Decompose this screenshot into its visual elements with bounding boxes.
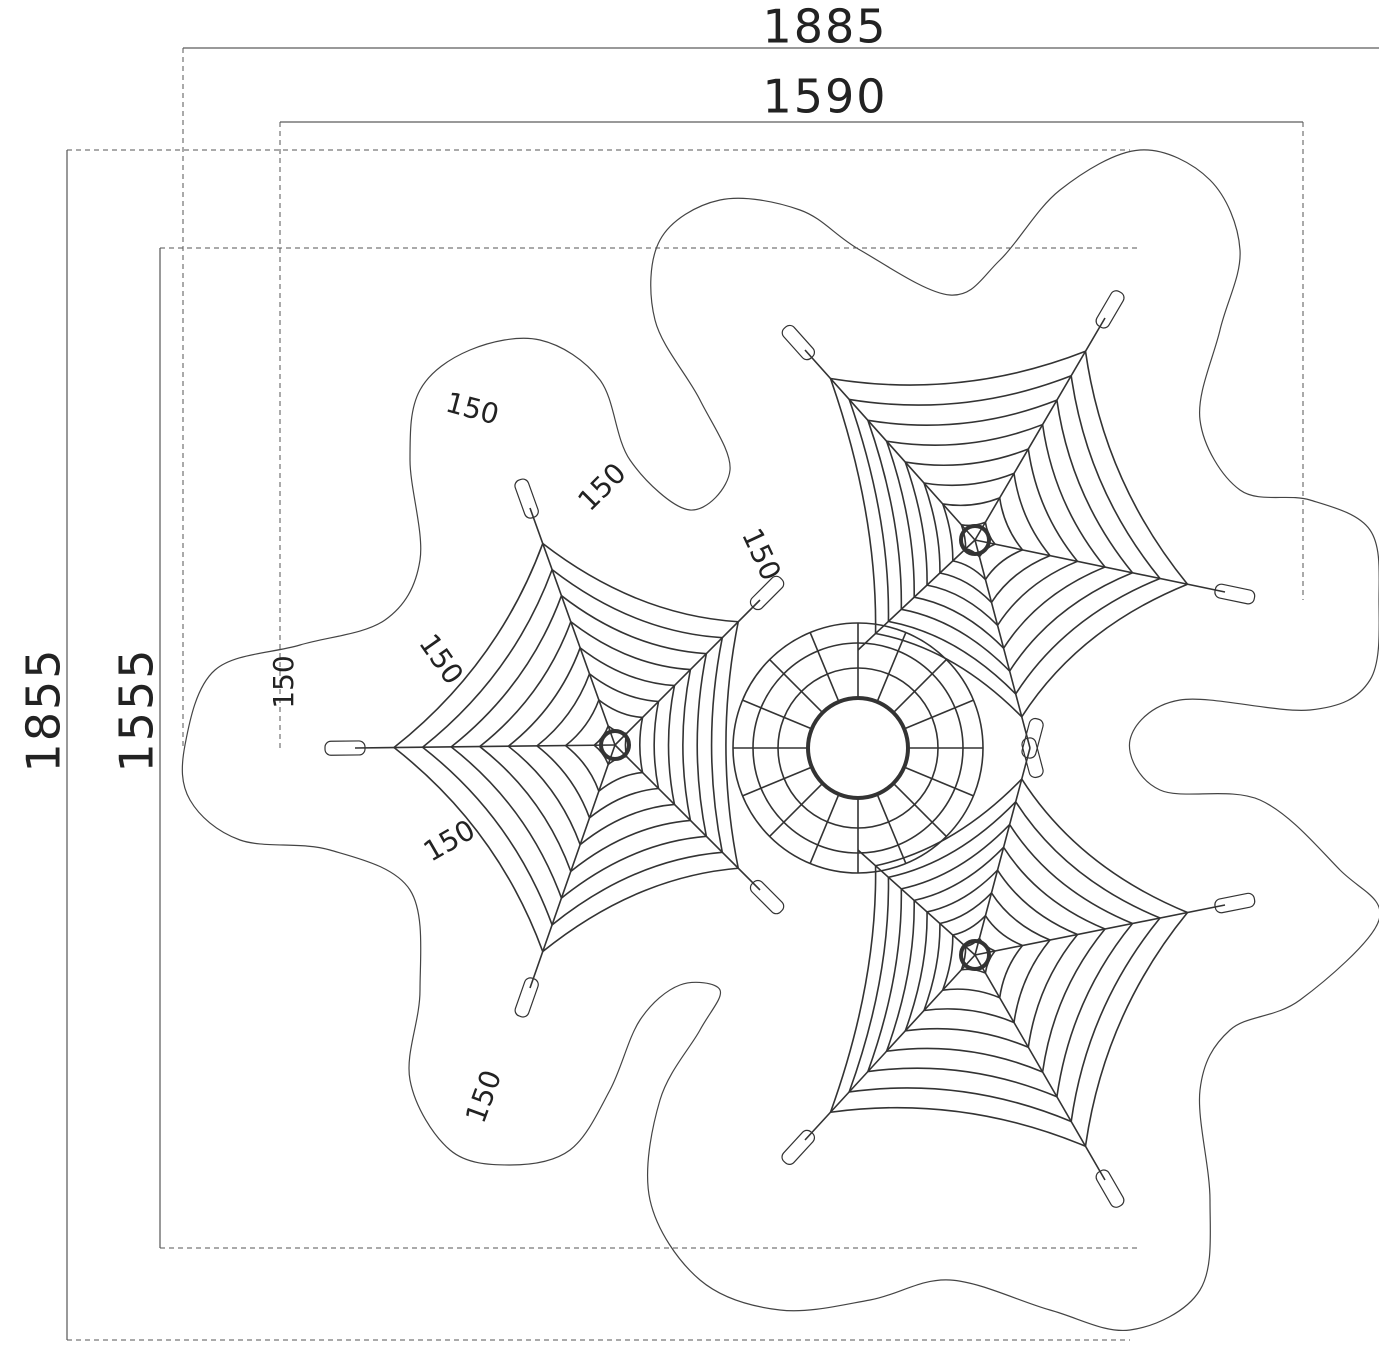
rope <box>810 633 839 702</box>
rope <box>877 633 906 702</box>
overall-width: 1885 <box>762 0 887 54</box>
clearance-label: 150 <box>412 628 470 691</box>
rope <box>893 660 946 713</box>
rope <box>904 767 973 796</box>
rope <box>868 400 1133 671</box>
rope <box>905 449 1077 625</box>
rope <box>893 783 946 836</box>
anchor <box>1214 892 1256 914</box>
rope <box>743 700 812 729</box>
rope <box>810 794 839 863</box>
anchor <box>1214 583 1256 605</box>
anchor <box>513 976 539 1018</box>
rope <box>877 794 906 863</box>
rope <box>887 425 1105 649</box>
anchor <box>1094 1168 1126 1210</box>
rope <box>743 767 812 796</box>
net <box>325 289 1256 1210</box>
clearance-label: 150 <box>442 386 502 432</box>
net-width: 1590 <box>762 70 887 124</box>
dimension-lines <box>67 48 1379 1340</box>
overall-depth: 1855 <box>17 647 71 772</box>
clearance-label: 150 <box>418 813 481 868</box>
net-depth: 1555 <box>110 647 164 772</box>
clearance-label: 150 <box>571 456 632 517</box>
clearance-label: 150 <box>267 655 300 708</box>
rope <box>770 660 823 713</box>
safety-zone <box>182 150 1379 1331</box>
rope <box>868 825 1133 1097</box>
rope <box>831 779 1188 1146</box>
rope <box>904 700 973 729</box>
anchor <box>1094 289 1126 331</box>
ring <box>808 698 908 798</box>
rope <box>770 783 823 836</box>
anchor <box>513 477 540 519</box>
rope <box>887 847 1105 1072</box>
drawing: 1885 1590 1855 1555 150 150 150 150 150 … <box>0 0 1379 1349</box>
clearance-label: 150 <box>735 523 787 585</box>
rope <box>905 870 1077 1047</box>
rope <box>831 351 1188 717</box>
clearance-label: 150 <box>459 1066 508 1128</box>
